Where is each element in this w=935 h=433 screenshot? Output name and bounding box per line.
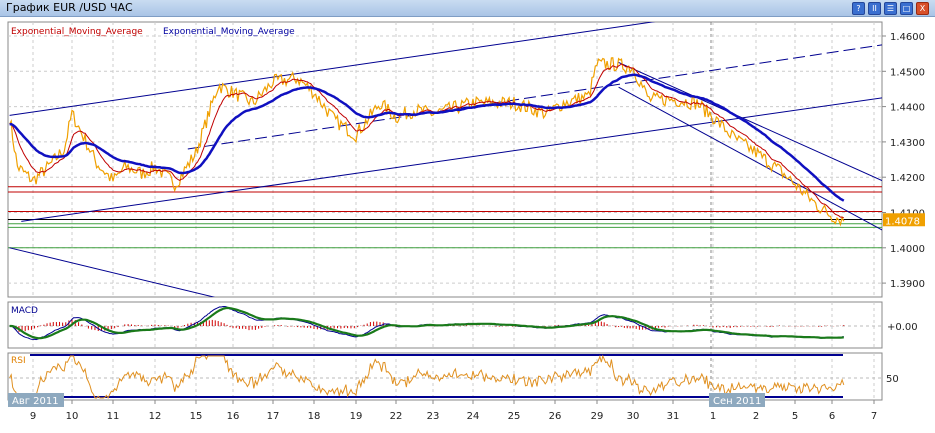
time-label: 26 — [549, 411, 562, 422]
ema-slow-line — [9, 73, 845, 202]
price-label: 1.4500 — [890, 67, 925, 78]
trend-line — [618, 86, 882, 231]
macd-signal-line — [9, 306, 844, 340]
price-label: 1.4400 — [890, 103, 925, 114]
close-button[interactable]: X — [916, 2, 929, 15]
month-label: Сен 2011 — [713, 396, 761, 407]
month-label: Авг 2011 — [12, 396, 59, 407]
macd-label: MACD — [11, 306, 38, 316]
price-label: 1.3900 — [890, 279, 925, 290]
legend-ema-fast: Exponential_Moving_Average — [11, 27, 143, 37]
trend-line — [187, 44, 882, 150]
time-label: 1 — [710, 411, 716, 422]
price-label: 1.4000 — [890, 244, 925, 255]
month-badge — [709, 393, 765, 407]
current-price-badge — [883, 213, 925, 227]
month-badge — [8, 393, 64, 407]
time-label: 31 — [667, 411, 680, 422]
window-titlebar: График EUR /USD ЧАС ? II ☰ □ X — [0, 0, 935, 17]
time-label: 25 — [508, 411, 521, 422]
time-label: 16 — [227, 411, 240, 422]
trend-line — [618, 62, 882, 182]
rsi-panel — [7, 352, 883, 401]
window-title: График EUR /USD ЧАС — [6, 1, 133, 14]
rsi-level-label: 50 — [886, 374, 899, 385]
time-label: 22 — [390, 411, 403, 422]
time-label: 5 — [792, 411, 798, 422]
time-label: 19 — [350, 411, 363, 422]
rsi-line — [9, 354, 845, 400]
rsi-label: RSI — [11, 356, 26, 366]
trend-line — [9, 247, 215, 297]
chart-frame: 9 10 11 12 15 16 17 18 19 22 23 24 25 26 29 30 31 1 2 5 6 7 1.… — [0, 17, 935, 433]
time-label: 11 — [107, 411, 120, 422]
price-label: 1.4600 — [890, 32, 925, 43]
time-label: 2 — [753, 411, 759, 422]
price-chart[interactable]: 9 10 11 12 15 16 17 18 19 22 23 24 25 26 29 30 31 1 2 5 6 71.… — [0, 17, 935, 433]
ema-fast-line — [9, 63, 844, 219]
time-label: 29 — [591, 411, 604, 422]
time-label: 6 — [829, 411, 835, 422]
current-price-label: 1.4078 — [885, 216, 920, 227]
menu-button[interactable]: ☰ — [884, 2, 897, 15]
time-label: 18 — [308, 411, 321, 422]
help-button[interactable]: ? — [852, 2, 865, 15]
macd-zero-label: +0.00 — [887, 322, 918, 333]
price-label: 1.4200 — [890, 173, 925, 184]
time-label: 24 — [467, 411, 480, 422]
time-label: 9 — [30, 411, 36, 422]
time-label: 15 — [190, 411, 203, 422]
time-label: 17 — [267, 411, 280, 422]
maximize-button[interactable]: □ — [900, 2, 913, 15]
main-plot — [8, 22, 882, 297]
legend-ema-slow: Exponential_Moving_Average — [163, 27, 295, 37]
pause-button[interactable]: II — [868, 2, 881, 15]
time-label: 12 — [149, 411, 162, 422]
main-panel — [7, 21, 883, 298]
time-label: 23 — [427, 411, 440, 422]
time-label: 10 — [66, 411, 79, 422]
price-label: 1.4300 — [890, 138, 925, 149]
time-label: 30 — [627, 411, 640, 422]
time-label: 7 — [871, 411, 877, 422]
trend-line — [9, 22, 656, 116]
price-line — [9, 57, 845, 227]
